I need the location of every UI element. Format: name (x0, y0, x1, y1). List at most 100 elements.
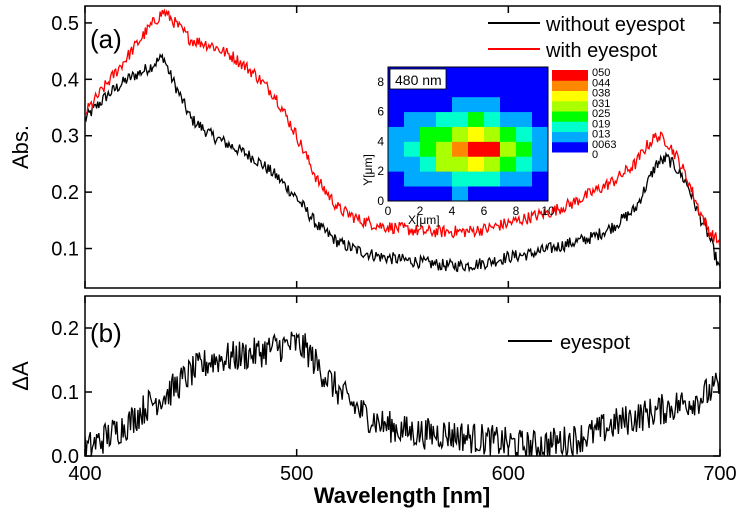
colorbar-label: 044 (592, 77, 610, 89)
heatmap-cell (452, 67, 469, 83)
inset-x-tick-label: 4 (449, 204, 456, 218)
heatmap-cell (500, 96, 517, 113)
panel-a-legend: without eyespot with eyespot (488, 14, 685, 62)
inset-colorbar (552, 70, 588, 153)
heatmap-cell (516, 156, 533, 172)
panel-a-ylabel: Abs. (8, 125, 33, 169)
inset-x-tick-label: 0 (385, 204, 392, 218)
colorbar-segment (552, 80, 588, 91)
heatmap-cell (532, 141, 549, 157)
legend-label-eyespot: eyespot (560, 332, 630, 354)
colorbar-label: 031 (592, 98, 610, 110)
heatmap-cell (388, 96, 405, 113)
heatmap-cell (404, 111, 421, 127)
heatmap-cell (404, 126, 421, 142)
heatmap-cell (452, 96, 469, 113)
heatmap-cell (516, 126, 533, 142)
inset-y-tick-label: 6 (377, 105, 384, 119)
heatmap-cell (516, 186, 533, 202)
panel-a-y-ticks: 0.1 0.2 0.3 0.4 0.5 (51, 13, 720, 261)
heatmap-cell (420, 111, 437, 127)
y-tick-label: 0.4 (51, 69, 79, 91)
heatmap-cell (468, 81, 485, 98)
heatmap-cell (484, 67, 501, 83)
series-line (85, 53, 720, 273)
panel-a-series (85, 8, 720, 273)
heatmap-cell (516, 171, 533, 187)
inset-x-tick-label: 6 (481, 204, 488, 218)
colorbar-segment (552, 111, 588, 122)
panel-a: 0.1 0.2 0.3 0.4 0.5 (a) Abs. without eyespot… (8, 5, 721, 289)
colorbar-label: 0 (592, 149, 598, 161)
heatmap-cell (500, 171, 517, 187)
heatmap-cell (404, 141, 421, 157)
heatmap-cell (468, 126, 485, 142)
heatmap-cell (532, 186, 549, 202)
heatmap-cell (532, 67, 549, 83)
heatmap-cell (388, 171, 405, 187)
series-line (85, 8, 720, 249)
heatmap-cell (388, 126, 405, 142)
heatmap-cell (436, 141, 453, 157)
heatmap-cell (500, 67, 517, 83)
heatmap-cell (484, 126, 501, 142)
colorbar-label: 050 (592, 67, 610, 79)
panel-b-y-ticks: 0.0 0.1 0.2 (51, 318, 720, 468)
x-tick-label: 400 (68, 463, 101, 485)
heatmap-cell (500, 81, 517, 98)
heatmap-cell (436, 186, 453, 202)
heatmap-cell (516, 96, 533, 113)
heatmap-cell (484, 186, 501, 202)
heatmap-cell (452, 141, 469, 157)
x-axis-label: Wavelength [nm] (314, 483, 490, 508)
x-tick-label: 700 (703, 463, 736, 485)
heatmap-cell (420, 186, 437, 202)
heatmap-cell (484, 156, 501, 172)
heatmap-cell (516, 141, 533, 157)
heatmap-cell (500, 126, 517, 142)
heatmap-cell (468, 96, 485, 113)
colorbar-label: 038 (592, 88, 610, 100)
heatmap-cell (420, 141, 437, 157)
inset-ylabel: Y[μm] (361, 154, 375, 186)
heatmap-cell (388, 156, 405, 172)
y-tick-label: 0.5 (51, 13, 79, 35)
heatmap-cell (452, 186, 469, 202)
inset-y-tick-label: 8 (377, 75, 384, 89)
legend-label-without-eyespot: without eyespot (545, 14, 685, 36)
heatmap-cell (436, 156, 453, 172)
colorbar-label: 0063 (592, 139, 616, 151)
heatmap-cell (532, 156, 549, 172)
y-tick-label: 0.1 (51, 239, 79, 261)
heatmap-cell (500, 141, 517, 157)
panel-a-x-ticks (84, 6, 721, 288)
heatmap-cell (468, 186, 485, 202)
panel-b-ylabel: ΔA (8, 361, 33, 391)
x-tick-label: 600 (492, 463, 525, 485)
heatmap-cell (516, 111, 533, 127)
heatmap-cell (484, 171, 501, 187)
colorbar-label: 013 (592, 129, 610, 141)
heatmap-cell (532, 126, 549, 142)
panel-a-label: (a) (90, 24, 122, 54)
y-tick-label: 0.2 (51, 318, 79, 340)
heatmap-cell (420, 126, 437, 142)
inset-x-tick-label: 2 (417, 204, 424, 218)
heatmap-cell (388, 111, 405, 127)
x-tick-label: 500 (280, 463, 313, 485)
heatmap-cell (436, 111, 453, 127)
y-tick-label: 0.3 (51, 126, 79, 148)
inset-x-tick-label: 8 (513, 204, 520, 218)
heatmap-cell (436, 96, 453, 113)
inset-label: 480 nm (395, 72, 442, 88)
heatmap-cell (484, 81, 501, 98)
heatmap-cell (516, 67, 533, 83)
colorbar-label: 019 (592, 118, 610, 130)
heatmap-cell (404, 96, 421, 113)
heatmap-cell (452, 81, 469, 98)
heatmap-cell (468, 141, 485, 157)
heatmap-cell (468, 111, 485, 127)
y-tick-label: 0.1 (51, 382, 79, 404)
